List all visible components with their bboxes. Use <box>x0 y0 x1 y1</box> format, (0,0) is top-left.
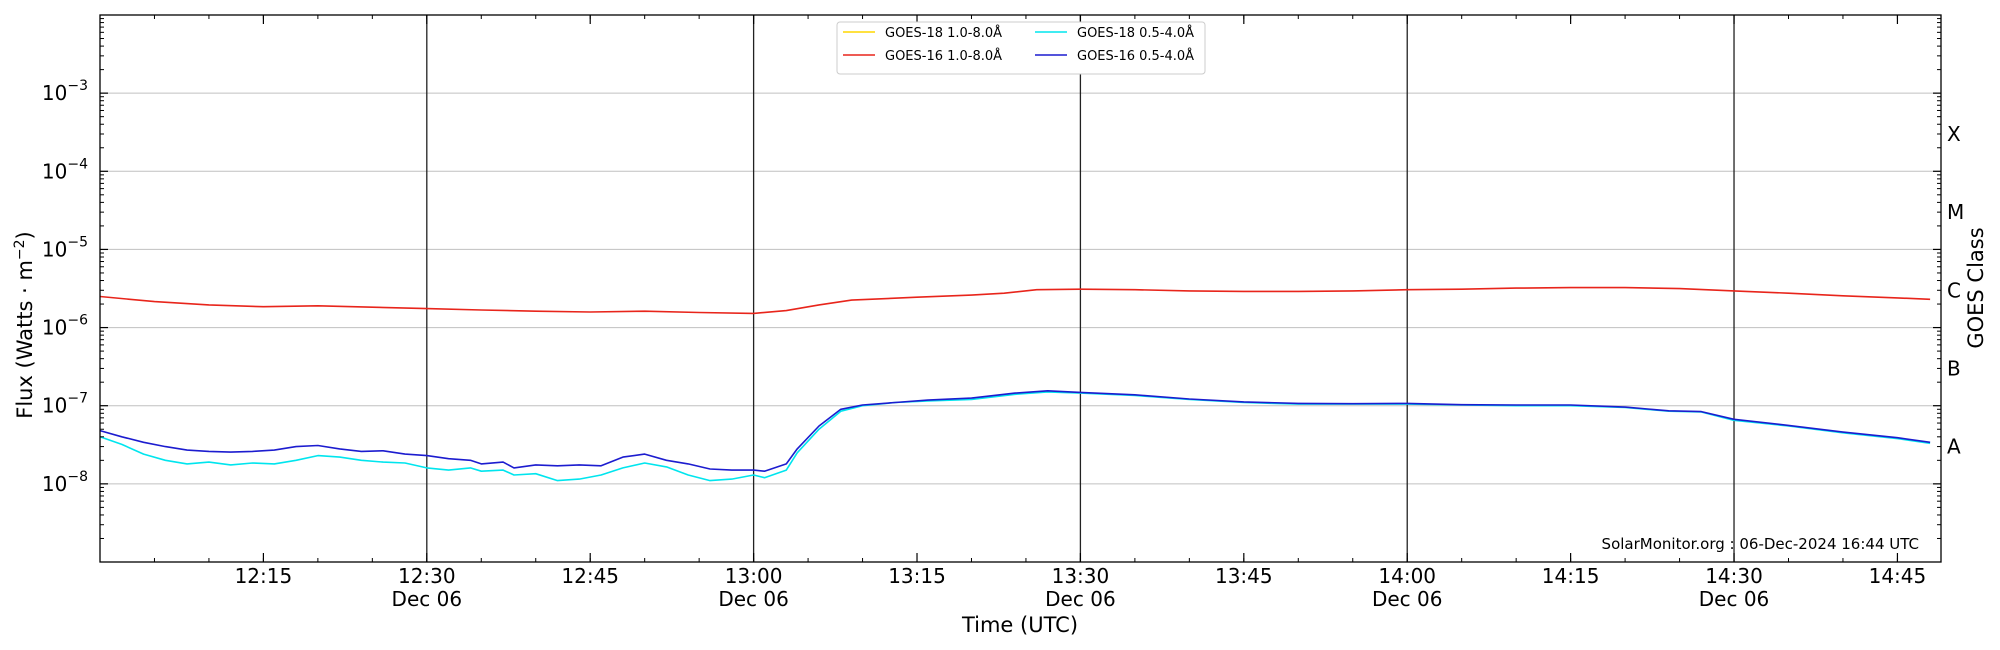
y-tick-label: 10−6 <box>42 313 88 340</box>
x-tick-date-label: Dec 06 <box>1372 587 1443 611</box>
x-tick-label: 14:30 <box>1705 564 1763 588</box>
y-tick-label: 10−3 <box>42 78 88 105</box>
legend-entry: GOES-16 0.5-4.0Å <box>1077 48 1194 64</box>
series-line <box>99 286 1931 315</box>
plot-frame <box>99 14 1942 563</box>
grid-lines <box>100 92 1941 485</box>
series-lines <box>99 286 1931 482</box>
y-tick-label: 10−5 <box>42 234 88 261</box>
goes-class-label: X <box>1947 122 1961 146</box>
x-tick-label: 12:45 <box>561 564 619 588</box>
y-axis-ticks: 10−3 10−4 10−5 10−6 10−7 10−8 <box>42 18 1941 539</box>
y-tick-label: 10−7 <box>42 391 88 418</box>
x-tick-label: 14:00 <box>1378 564 1436 588</box>
legend-entry: GOES-16 1.0-8.0Å <box>885 48 1002 64</box>
x-axis-title: Time (UTC) <box>961 613 1078 637</box>
y-tick-label: 10−8 <box>42 469 88 496</box>
credit-text: SolarMonitor.org : 06-Dec-2024 16:44 UTC <box>1602 535 1919 553</box>
goes-class-label: B <box>1947 356 1961 380</box>
legend: GOES-18 1.0-8.0Å GOES-16 1.0-8.0Å GOES-18 … <box>836 21 1206 75</box>
x-tick-label: 13:45 <box>1215 564 1273 588</box>
x-tick-date-label: Dec 06 <box>1699 587 1770 611</box>
x-tick-label: 12:15 <box>235 564 293 588</box>
legend-entry: GOES-18 1.0-8.0Å <box>885 25 1002 41</box>
axes <box>99 14 1942 563</box>
x-tick-date-label: Dec 06 <box>392 587 463 611</box>
series-line <box>99 390 1931 472</box>
legend-box <box>836 21 1206 75</box>
x-tick-label: 13:30 <box>1052 564 1110 588</box>
y-tick-label: 10−4 <box>42 156 88 183</box>
x-tick-label: 13:00 <box>725 564 783 588</box>
goes-class-axis-title: GOES Class <box>1964 227 1988 348</box>
x-tick-label: 14:45 <box>1869 564 1927 588</box>
day-separator-lines <box>426 15 1735 562</box>
x-tick-label: 14:15 <box>1542 564 1600 588</box>
x-tick-date-label: Dec 06 <box>1045 587 1116 611</box>
goes-class-labels: X M C B A <box>1947 122 1964 459</box>
x-tick-label: 12:30 <box>398 564 456 588</box>
x-tick-label: 13:15 <box>888 564 946 588</box>
y-axis-title: Flux (Watts · m−2) <box>12 231 37 419</box>
goes-class-label: A <box>1947 435 1961 459</box>
legend-entry: GOES-18 0.5-4.0Å <box>1077 25 1194 41</box>
x-tick-date-label: Dec 06 <box>718 587 789 611</box>
goes-class-label: C <box>1947 278 1961 302</box>
goes-class-label: M <box>1947 200 1964 224</box>
